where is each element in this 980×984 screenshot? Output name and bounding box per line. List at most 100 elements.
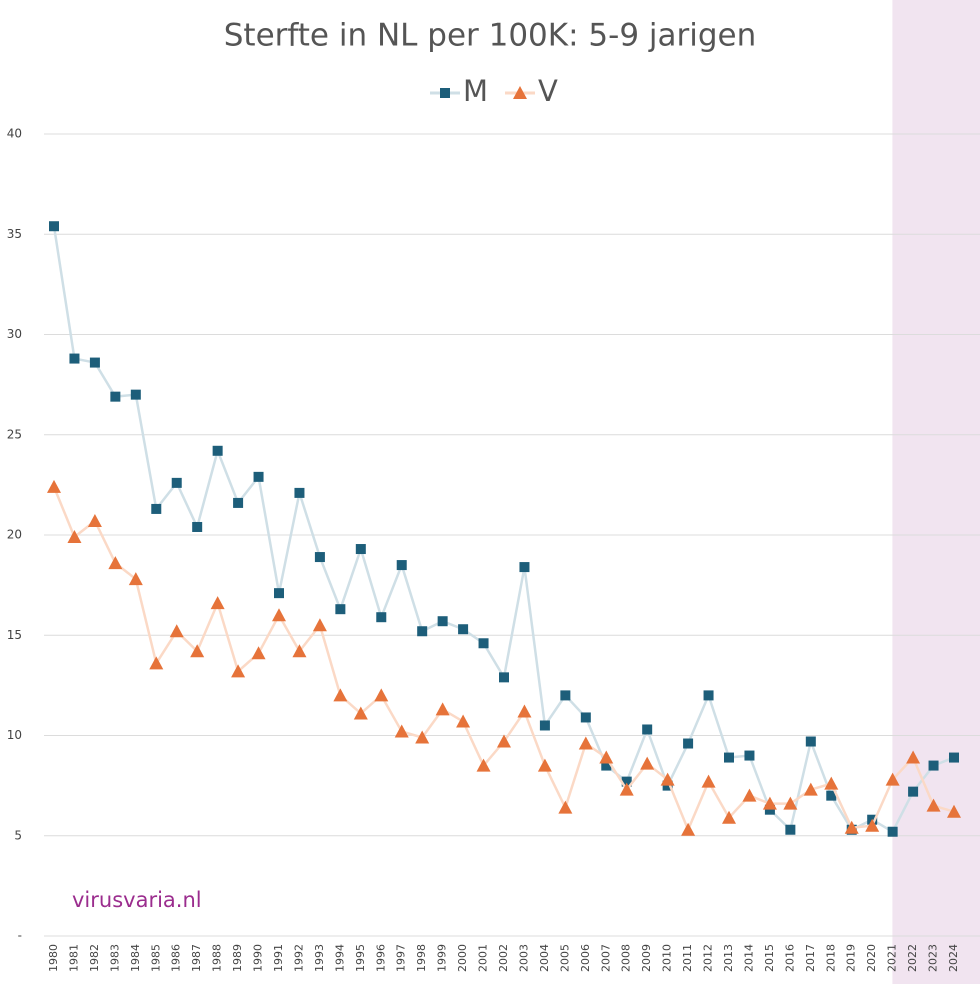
x-tick-label: 1983: [108, 944, 121, 972]
x-tick-label: 1999: [436, 944, 449, 972]
marker: [458, 624, 469, 635]
x-tick-label: 2021: [886, 944, 899, 972]
marker: [128, 572, 143, 586]
series: [49, 221, 959, 837]
marker: [783, 796, 798, 810]
marker: [539, 720, 550, 731]
x-tick-label: 2012: [702, 944, 715, 972]
marker: [762, 796, 777, 810]
x-tick-label: 2010: [661, 944, 674, 972]
marker: [560, 690, 571, 701]
x-tick-label: 1986: [170, 944, 183, 972]
marker: [233, 497, 244, 508]
marker: [660, 772, 675, 786]
x-tick-label: 2019: [845, 944, 858, 972]
marker: [294, 487, 305, 498]
x-tick-label: 2016: [783, 944, 796, 972]
marker: [619, 782, 634, 796]
y-tick-label: 40: [7, 127, 22, 141]
marker: [744, 750, 755, 761]
x-tick-label: 1998: [415, 944, 428, 972]
x-tick-label: 2003: [517, 944, 530, 972]
x-tick-label: 1984: [129, 944, 142, 972]
x-tick-label: 1982: [88, 944, 101, 972]
marker: [722, 810, 736, 824]
legend-marker: [440, 88, 450, 98]
marker: [949, 752, 959, 763]
y-tick-label: 10: [7, 728, 22, 742]
marker: [212, 445, 223, 456]
x-tick-label: 1991: [272, 944, 285, 972]
x-tick-label: 2022: [906, 944, 919, 972]
x-tick-label: 2015: [763, 944, 776, 972]
x-tick-label: 2023: [927, 944, 940, 972]
y-tick-label: 25: [7, 427, 22, 441]
marker: [417, 626, 428, 637]
marker: [190, 644, 205, 658]
marker: [742, 788, 757, 802]
marker: [374, 688, 389, 702]
marker: [947, 804, 961, 818]
marker: [601, 760, 612, 771]
x-tick-label: 2024: [947, 944, 960, 972]
marker: [517, 704, 532, 718]
marker: [274, 588, 284, 599]
x-tick-label: 2002: [497, 944, 510, 972]
legend-label: V: [538, 74, 558, 108]
marker: [437, 616, 448, 627]
marker: [558, 800, 573, 814]
line: [52, 486, 955, 833]
marker: [396, 560, 407, 571]
watermark: virusvaria.nl: [72, 888, 202, 912]
marker: [312, 618, 327, 632]
marker: [926, 798, 941, 812]
x-tick-label: 2000: [456, 944, 469, 972]
marker: [805, 736, 816, 747]
x-tick-label: 2008: [620, 944, 633, 972]
marker: [683, 738, 694, 749]
marker: [519, 562, 530, 573]
marker: [130, 389, 141, 400]
marker: [826, 790, 837, 801]
marker: [662, 780, 673, 791]
y-tick-label: 30: [7, 327, 22, 341]
marker: [724, 752, 734, 763]
marker: [703, 690, 714, 701]
x-tick-label: 2017: [804, 944, 817, 972]
marker: [210, 596, 225, 610]
marker: [803, 782, 818, 796]
marker: [537, 758, 552, 772]
shaded-region: [892, 0, 980, 984]
marker: [785, 824, 796, 835]
marker: [599, 750, 614, 764]
x-tick-label: 1994: [333, 944, 346, 972]
marker: [435, 702, 450, 716]
marker: [885, 772, 900, 786]
marker: [149, 656, 164, 670]
marker: [908, 786, 919, 797]
x-tick-label: 1992: [292, 944, 305, 972]
x-tick-label: 1989: [231, 944, 244, 972]
x-tick-label: 2009: [640, 944, 653, 972]
marker: [69, 353, 80, 364]
x-tick-label: 2004: [538, 944, 551, 972]
marker: [476, 758, 491, 772]
marker: [108, 556, 123, 570]
marker: [292, 644, 307, 658]
marker: [171, 477, 182, 488]
x-tick-label: 2007: [599, 944, 612, 972]
x-tick-label: 2001: [477, 944, 490, 972]
x-tick-label: 2018: [824, 944, 837, 972]
legend-marker: [513, 86, 527, 99]
marker: [764, 804, 775, 815]
marker: [621, 776, 632, 787]
marker: [333, 688, 348, 702]
x-tick-label: 2006: [579, 944, 592, 972]
marker: [89, 357, 100, 368]
marker: [865, 818, 880, 832]
y-tick-label: -: [18, 929, 22, 943]
x-tick-label: 1996: [374, 944, 387, 972]
x-tick-label: 1981: [67, 944, 80, 972]
x-tick-label: 2005: [558, 944, 571, 972]
